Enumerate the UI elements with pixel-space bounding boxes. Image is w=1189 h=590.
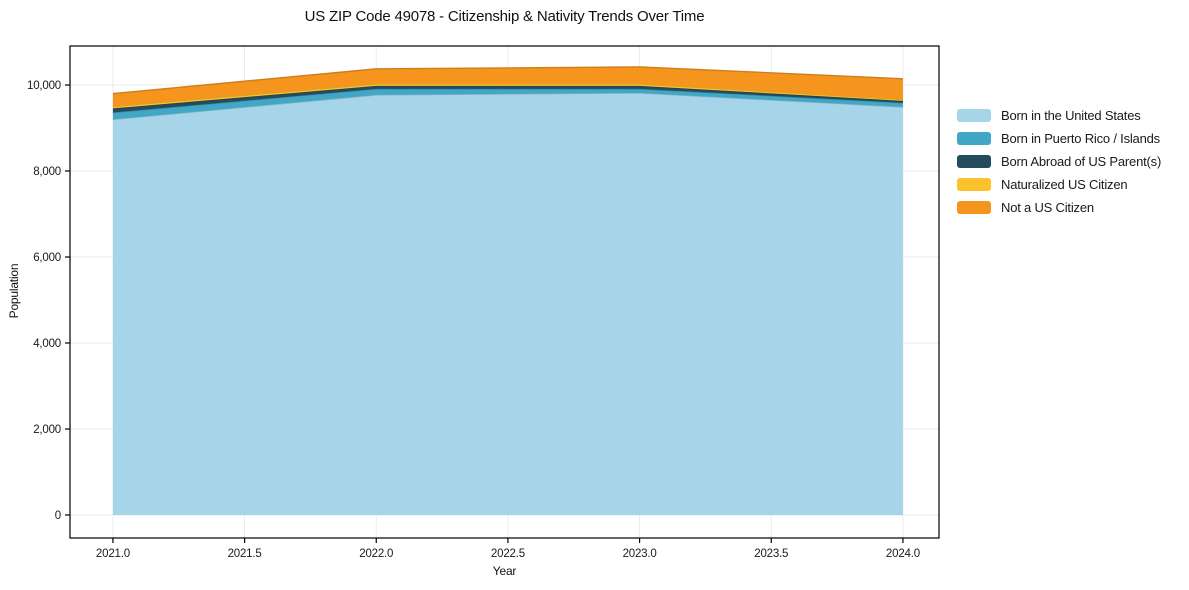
x-tick-label: 2021.0 — [96, 548, 130, 560]
plot-frame — [69, 45, 940, 539]
x-tick-label: 2023.0 — [623, 548, 657, 560]
legend-label-2: Born Abroad of US Parent(s) — [1001, 154, 1162, 169]
y-tick-label: 8,000 — [33, 166, 61, 178]
y-axis-label: Population — [7, 263, 21, 319]
area-series-2 — [112, 85, 903, 113]
legend-swatch-3 — [957, 178, 991, 191]
x-tick-label: 2023.5 — [754, 548, 788, 560]
legend-item-0: Born in the United States — [957, 108, 1161, 123]
x-tick-label: 2022.0 — [359, 548, 393, 560]
chart-title: US ZIP Code 49078 - Citizenship & Nativi… — [304, 8, 705, 25]
legend-item-2: Born Abroad of US Parent(s) — [957, 154, 1162, 169]
legend-label-4: Not a US Citizen — [1001, 200, 1094, 215]
y-tick-label: 10,000 — [27, 80, 61, 92]
x-tick-label: 2021.5 — [228, 548, 262, 560]
legend-item-1: Born in Puerto Rico / Islands — [957, 131, 1161, 146]
legend-swatch-4 — [957, 201, 991, 214]
y-tick-label: 4,000 — [33, 338, 61, 350]
area-series-1 — [112, 88, 903, 120]
legend-label-3: Naturalized US Citizen — [1001, 177, 1128, 192]
legend-swatch-2 — [957, 155, 991, 168]
legend-item-3: Naturalized US Citizen — [957, 177, 1161, 192]
legend-label-1: Born in Puerto Rico / Islands — [1001, 131, 1160, 146]
y-tick-label: 0 — [55, 510, 61, 522]
legend-label-0: Born in the United States — [1001, 108, 1141, 123]
x-axis-label: Year — [492, 564, 517, 578]
x-tick-label: 2024.0 — [886, 548, 920, 560]
legend-swatch-0 — [957, 109, 991, 122]
legend-swatch-1 — [957, 132, 991, 145]
area-edge-4 — [112, 66, 903, 95]
y-tick-label: 6,000 — [33, 252, 61, 264]
legend-item-4: Not a US Citizen — [957, 200, 1161, 215]
area-series-4 — [112, 66, 903, 107]
area-series-0 — [112, 92, 903, 515]
legend: Born in the United States Born in Puerto … — [957, 108, 1162, 215]
x-tick-label: 2022.5 — [491, 548, 525, 560]
y-tick-label: 2,000 — [33, 424, 61, 436]
